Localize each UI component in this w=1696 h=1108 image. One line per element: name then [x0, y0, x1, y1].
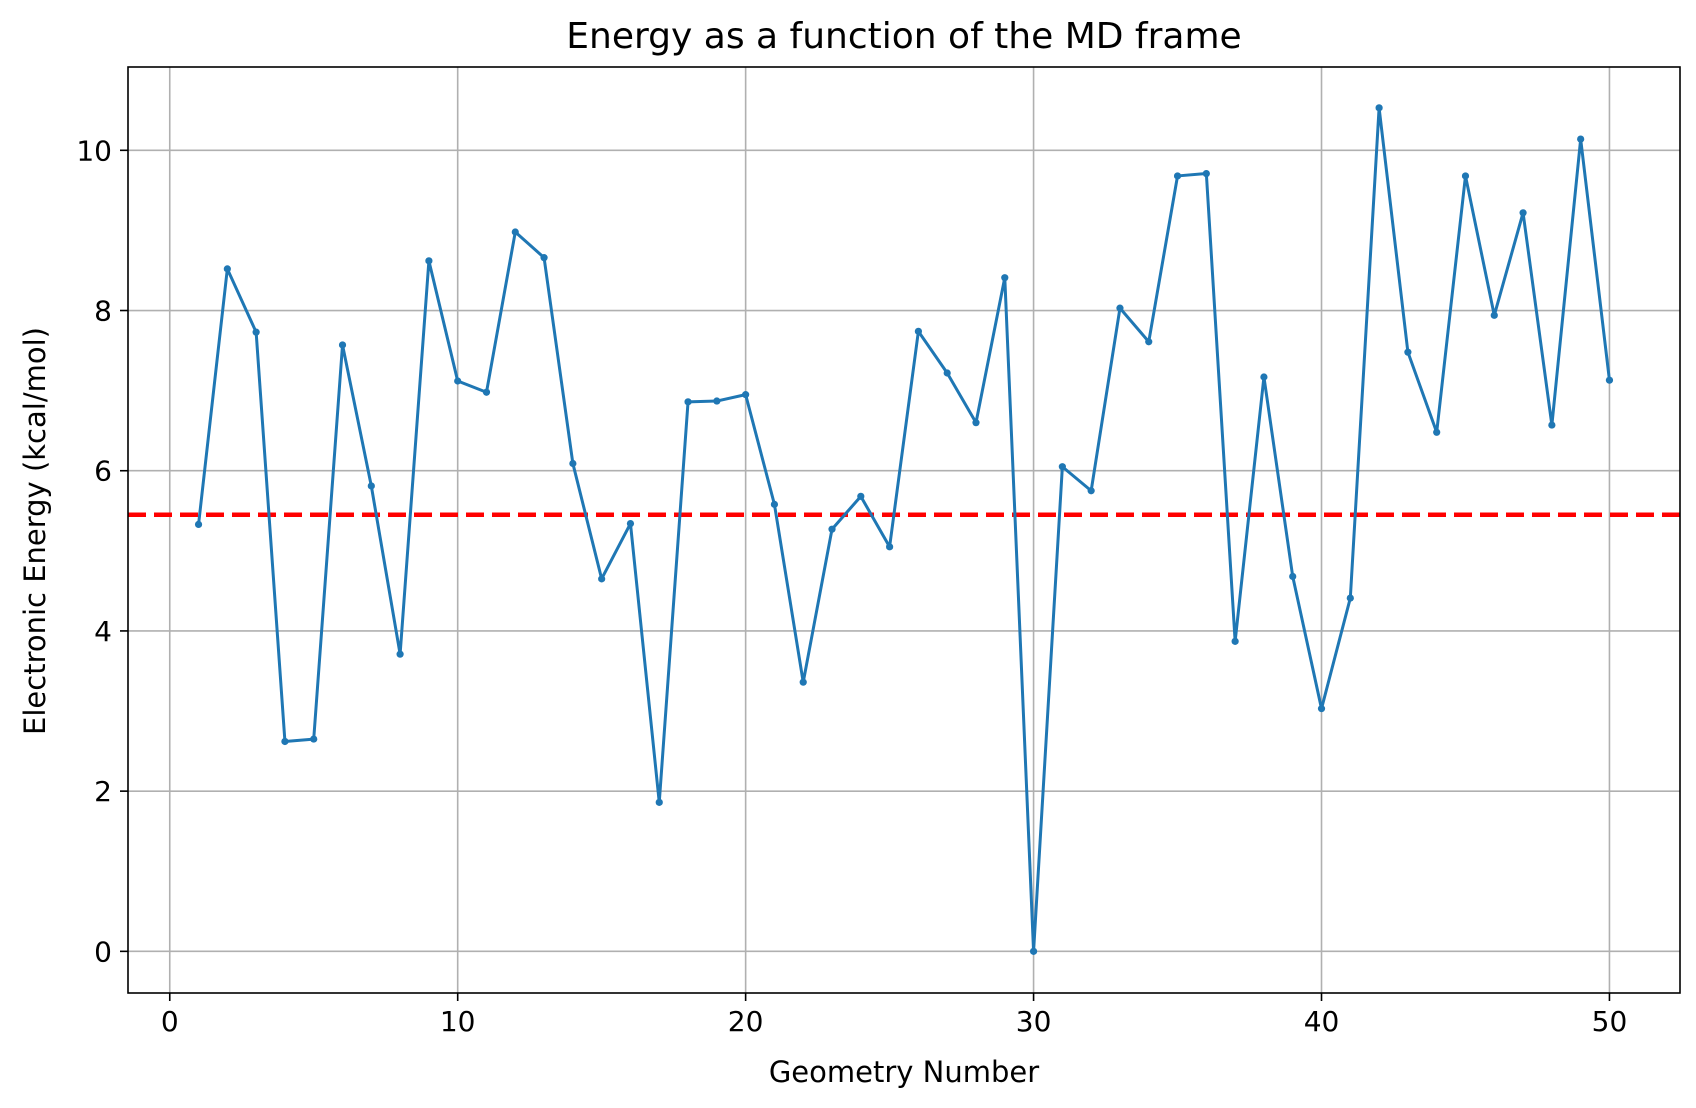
data-series	[194, 104, 1614, 955]
data-point	[799, 678, 807, 686]
data-point	[1029, 947, 1038, 955]
data-point	[338, 341, 347, 349]
data-point	[972, 419, 980, 427]
chart-title: Energy as a function of the MD frame	[566, 16, 1241, 57]
data-point	[1173, 172, 1182, 180]
x-tick-label: 40	[1304, 1005, 1340, 1038]
data-point	[569, 459, 577, 468]
y-tick-label: 10	[76, 134, 112, 167]
data-point	[1087, 487, 1095, 495]
y-tick-label: 0	[94, 935, 112, 968]
data-point	[1433, 428, 1441, 436]
x-axis-label: Geometry Number	[769, 1055, 1039, 1089]
data-point	[1260, 373, 1268, 381]
data-point	[367, 482, 375, 490]
data-point	[482, 388, 491, 396]
data-point	[1058, 463, 1066, 471]
series-line	[197, 106, 1611, 953]
data-point	[655, 798, 663, 806]
data-point	[1289, 572, 1297, 581]
x-axis-ticks: 0 10 20 30 40 50	[161, 993, 1627, 1038]
x-tick-label: 30	[1016, 1005, 1052, 1038]
y-axis-label: Electronic Energy (kcal/mol)	[18, 327, 52, 735]
plot-frame	[127, 66, 1681, 994]
data-point	[1461, 172, 1470, 180]
data-point	[223, 265, 231, 273]
data-point	[713, 397, 721, 405]
y-tick-label: 2	[94, 775, 112, 808]
data-point	[1404, 348, 1412, 356]
data-point	[194, 520, 203, 528]
data-point	[914, 327, 922, 335]
x-tick-label: 50	[1592, 1005, 1628, 1038]
data-point	[857, 492, 865, 500]
y-tick-label: 6	[94, 455, 112, 488]
data-point	[943, 369, 951, 377]
data-point	[1145, 338, 1153, 346]
data-point	[598, 575, 606, 583]
data-point	[281, 737, 289, 746]
data-point	[511, 228, 519, 236]
grid-lines	[128, 67, 1680, 993]
data-point	[310, 735, 318, 743]
data-point	[770, 500, 779, 508]
data-point	[886, 543, 894, 551]
data-point	[1116, 304, 1124, 312]
data-point	[1375, 104, 1383, 112]
data-point	[396, 650, 404, 658]
data-point	[1346, 594, 1354, 602]
x-tick-label: 20	[728, 1005, 764, 1038]
data-point	[1577, 135, 1585, 143]
data-point	[1519, 209, 1527, 217]
data-point	[1202, 169, 1210, 178]
data-point	[1548, 421, 1556, 429]
data-point	[1231, 637, 1239, 645]
data-point	[425, 257, 433, 265]
x-tick-label: 10	[440, 1005, 476, 1038]
data-point	[828, 525, 836, 533]
y-axis-ticks: 0 2 4 6 8 10	[76, 134, 128, 968]
data-point	[1317, 705, 1326, 713]
data-point	[1490, 311, 1498, 319]
data-point	[1605, 376, 1614, 384]
data-point	[252, 328, 260, 336]
data-point	[684, 398, 692, 406]
y-tick-label: 4	[94, 615, 112, 648]
data-point	[742, 391, 750, 399]
data-point	[454, 377, 462, 385]
y-tick-label: 8	[94, 295, 112, 328]
data-point	[626, 519, 635, 528]
x-tick-label: 0	[161, 1005, 179, 1038]
data-point	[540, 254, 548, 262]
data-point	[1001, 274, 1009, 282]
